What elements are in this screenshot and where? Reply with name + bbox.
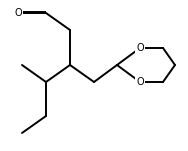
Text: O: O bbox=[136, 43, 144, 53]
Text: O: O bbox=[14, 8, 22, 18]
Text: O: O bbox=[136, 77, 144, 87]
